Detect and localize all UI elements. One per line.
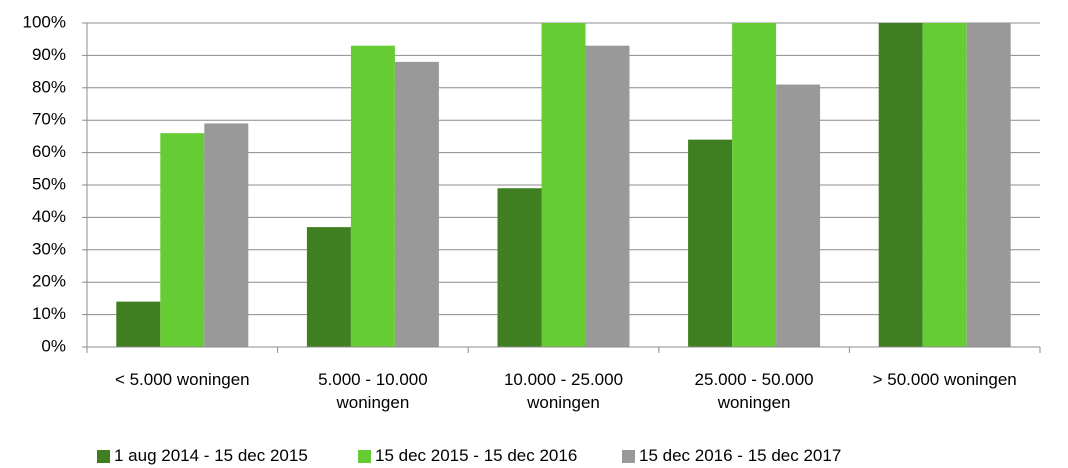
legend-label: 15 dec 2016 - 15 dec 2017 bbox=[639, 446, 842, 465]
y-tick-label: 50% bbox=[32, 174, 66, 193]
x-tick-label: 25.000 - 50.000 woningen bbox=[694, 370, 814, 412]
bar bbox=[497, 188, 542, 347]
y-tick-label: 90% bbox=[32, 45, 66, 64]
bar bbox=[204, 123, 249, 347]
bar bbox=[541, 23, 586, 347]
legend-swatch bbox=[358, 449, 371, 463]
legend-label: 15 dec 2015 - 15 dec 2016 bbox=[375, 446, 578, 465]
bar bbox=[585, 45, 630, 348]
y-tick-label: 70% bbox=[32, 110, 66, 129]
bar bbox=[116, 301, 161, 347]
bar bbox=[160, 133, 205, 347]
y-tick-label: 100% bbox=[23, 12, 66, 31]
legend-swatch bbox=[622, 449, 635, 463]
legend-item: 15 dec 2015 - 15 dec 2016 bbox=[358, 446, 577, 466]
bar bbox=[966, 23, 1011, 347]
bar bbox=[688, 139, 733, 347]
y-tick-label: 60% bbox=[32, 142, 66, 161]
y-tick-label: 10% bbox=[32, 304, 66, 323]
x-tick-label: > 50.000 woningen bbox=[872, 370, 1017, 389]
bar bbox=[394, 61, 439, 347]
legend-swatch bbox=[97, 449, 110, 463]
y-tick-label: 20% bbox=[32, 272, 66, 291]
bar bbox=[732, 23, 777, 347]
y-tick-label: 0% bbox=[41, 336, 66, 355]
bar bbox=[776, 84, 821, 347]
x-tick-label: 10.000 - 25.000 woningen bbox=[503, 370, 624, 412]
y-tick-label: 80% bbox=[32, 77, 66, 96]
legend-item: 1 aug 2014 - 15 dec 2015 bbox=[97, 446, 308, 466]
y-tick-label: 30% bbox=[32, 239, 66, 258]
bar bbox=[922, 23, 967, 347]
y-tick-label: 40% bbox=[32, 207, 66, 226]
x-tick-label: 5.000 - 10.000 woningen bbox=[318, 370, 428, 412]
legend-label: 1 aug 2014 - 15 dec 2015 bbox=[114, 446, 308, 465]
legend-item: 15 dec 2016 - 15 dec 2017 bbox=[622, 446, 841, 466]
bar bbox=[878, 23, 923, 347]
x-tick-label: < 5.000 woningen bbox=[114, 370, 250, 389]
bar bbox=[350, 45, 395, 348]
bar bbox=[306, 227, 351, 347]
